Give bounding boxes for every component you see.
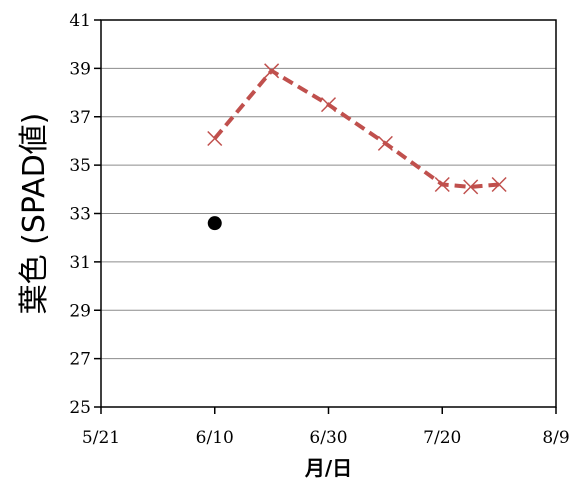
data-point bbox=[320, 97, 337, 113]
y-tick-label: 31 bbox=[69, 253, 91, 273]
y-axis-title: 葉色 (SPAD値) bbox=[17, 113, 52, 315]
x-tick-label: 5/21 bbox=[82, 428, 120, 448]
y-tick-label: 35 bbox=[69, 156, 91, 176]
gridlines bbox=[101, 67, 556, 360]
data-point bbox=[377, 135, 393, 151]
x-axis-title: 月/日 bbox=[304, 456, 352, 480]
data-point bbox=[207, 216, 222, 231]
data-point bbox=[463, 179, 479, 195]
marker-stroke bbox=[264, 63, 280, 79]
y-tick-label: 41 bbox=[69, 11, 91, 31]
data-point bbox=[207, 130, 223, 147]
data-point bbox=[434, 176, 450, 193]
x-tick-label: 8/9 bbox=[542, 428, 569, 448]
marker-stroke bbox=[320, 97, 337, 113]
data-point bbox=[491, 176, 507, 193]
y-tick-label: 29 bbox=[69, 301, 91, 321]
marker-stroke bbox=[377, 135, 393, 151]
marker-stroke bbox=[434, 176, 450, 193]
y-axis-ticks: 25 27 29 31 33 35 37 39 41 bbox=[69, 11, 101, 418]
x-tick-label: 7/20 bbox=[423, 428, 461, 448]
y-tick-label: 25 bbox=[69, 398, 91, 418]
marker-stroke bbox=[463, 179, 479, 195]
series-line bbox=[213, 68, 500, 189]
y-tick-label: 39 bbox=[69, 59, 91, 79]
x-axis-ticks: 5/21 6/10 6/30 7/20 8/9 bbox=[82, 407, 570, 448]
y-tick-label: 27 bbox=[69, 350, 91, 370]
marker-stroke bbox=[207, 130, 223, 147]
x-tick-label: 6/10 bbox=[196, 428, 234, 448]
series-group bbox=[207, 63, 507, 231]
x-tick-label: 6/30 bbox=[309, 428, 347, 448]
marker-stroke bbox=[491, 176, 507, 193]
y-tick-label: 37 bbox=[69, 108, 91, 128]
data-point bbox=[264, 63, 280, 79]
y-tick-label: 33 bbox=[69, 205, 91, 225]
